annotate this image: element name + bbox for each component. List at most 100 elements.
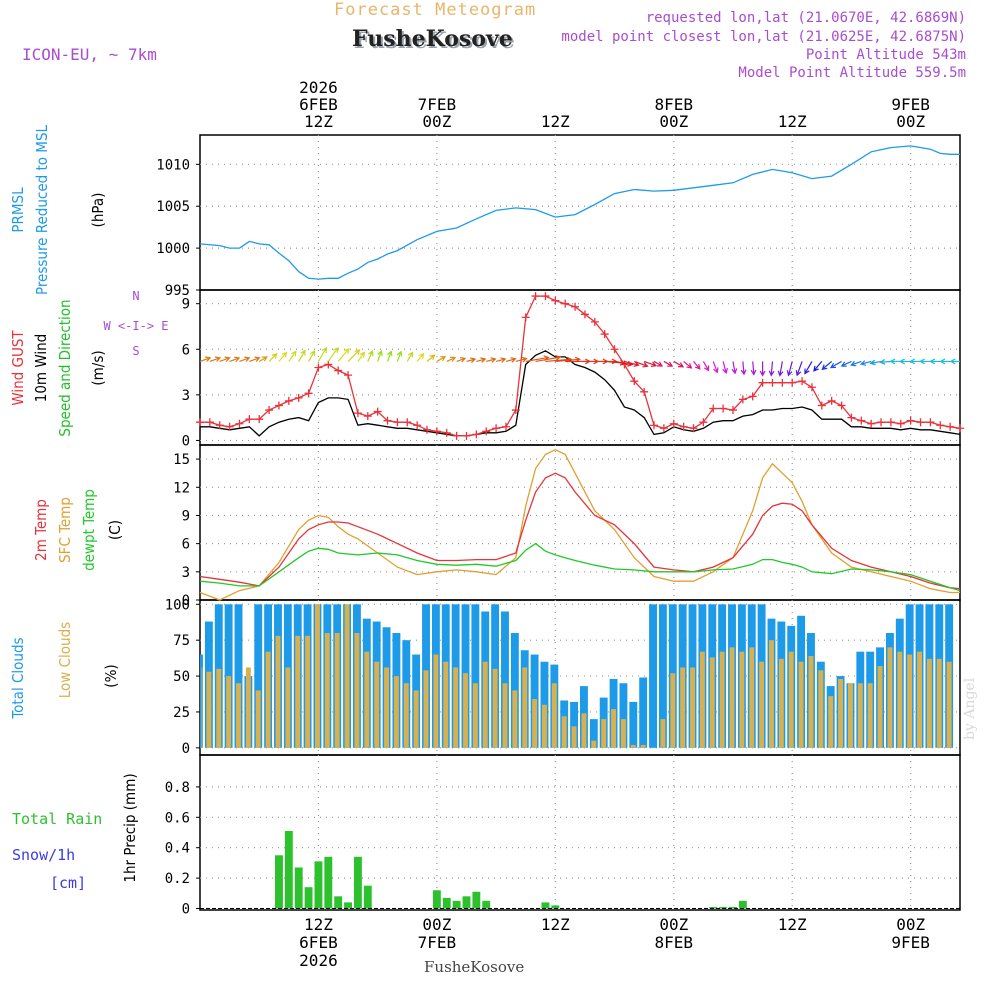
precip-ytick-label: 0.6 — [165, 810, 190, 826]
wind-gust-marker — [768, 378, 777, 387]
low-cloud-bar — [551, 683, 557, 748]
low-cloud-bar — [226, 676, 232, 748]
low-cloud-bar — [769, 640, 774, 748]
low-cloud-bar — [384, 667, 389, 748]
location-title: FusheKosove — [352, 26, 513, 52]
wind-gust-marker — [778, 378, 787, 387]
low-cloud-bar — [620, 719, 626, 748]
wind-gust-marker — [334, 366, 343, 375]
precip-frame — [199, 754, 961, 911]
wind-gust-marker — [571, 302, 580, 311]
temperature-ytick-label: 9 — [182, 508, 190, 524]
low-cloud-bar — [857, 683, 863, 748]
low-cloud-bar — [334, 633, 340, 748]
bottom-time-label: 12Z — [778, 915, 807, 934]
compass-n: N — [132, 289, 139, 303]
pressure-label-1: PRMSL — [9, 187, 27, 233]
wind-gust-label: Wind GUST — [9, 330, 27, 406]
temperature-ytick-label: 6 — [182, 537, 190, 553]
wind-direction-arrow — [702, 361, 710, 372]
low-cloud-bar — [838, 678, 844, 748]
wind-gust-marker — [482, 427, 491, 436]
low-cloud-bar — [591, 740, 597, 748]
low-cloud-bar — [946, 661, 952, 748]
wind-gust-marker — [827, 396, 836, 405]
low-cloud-bar — [512, 690, 518, 748]
total-cloud-bar — [589, 719, 598, 748]
wind-gust-marker — [926, 418, 935, 427]
low-cloud-bar — [364, 651, 370, 748]
wind-gust-marker — [837, 401, 846, 410]
wind-direction-arrow — [663, 360, 674, 367]
wind-direction-arrow — [740, 361, 747, 376]
bottom-time-label: 8FEB — [655, 933, 694, 952]
wind-direction-arrow — [317, 346, 327, 362]
wind-gust-marker — [630, 377, 639, 386]
wind-gust-marker — [886, 418, 895, 427]
rain-bar — [353, 856, 362, 909]
pressure-ytick-label: 995 — [165, 283, 190, 299]
wind-direction-arrow — [722, 361, 728, 375]
temp-2m-line — [199, 472, 961, 590]
wind-direction-arrow — [219, 356, 231, 363]
low-cloud-bar — [245, 667, 251, 748]
temp-dewpt-label: dewpt Temp — [80, 489, 98, 571]
wind-gust-marker — [413, 421, 422, 430]
low-cloud-bar — [808, 655, 814, 748]
low-cloud-bar — [640, 744, 646, 748]
low-cloud-bar — [216, 668, 222, 748]
low-cloud-bar — [463, 673, 468, 748]
bottom-time-label: 00Z — [659, 915, 688, 934]
clouds-unit: (%) — [102, 664, 120, 687]
temperature-ytick-label: 12 — [173, 480, 190, 496]
wind-direction-arrow — [898, 358, 911, 365]
total-cloud-bar — [619, 683, 628, 748]
rain-bar — [738, 900, 747, 909]
wind-direction-arrow — [505, 357, 517, 363]
wind-gust-marker — [225, 422, 234, 431]
wind-gust-marker — [936, 421, 945, 430]
low-cloud-bar — [502, 683, 508, 748]
wind-gust-marker — [896, 419, 905, 428]
wind-gust-marker — [669, 419, 678, 428]
top-time-label: 00Z — [659, 112, 688, 131]
clouds-ytick-label: 0 — [182, 741, 190, 757]
pressure-ytick-label: 1010 — [156, 157, 190, 173]
wind-direction-arrow — [693, 361, 701, 370]
wind-direction-arrow — [515, 356, 528, 363]
wind-direction-arrow — [673, 360, 685, 368]
low-cloud-bar — [601, 719, 607, 748]
wind-gust-marker — [403, 418, 412, 427]
model-label: ICON-EU, ~ 7km — [22, 45, 157, 64]
low-cloud-bar — [206, 671, 212, 748]
wind-direction-arrow — [327, 346, 339, 362]
wind-gust-marker — [788, 378, 797, 387]
wind-direction-arrow — [249, 356, 261, 362]
rain-bar — [324, 856, 333, 909]
wind-direction-arrow — [949, 358, 960, 365]
wind-gust-marker — [442, 428, 451, 437]
low-cloud-bar — [749, 647, 755, 748]
rain-bar — [482, 900, 491, 909]
total-rain-label: Total Rain — [12, 810, 102, 828]
wind-gust-marker — [847, 413, 856, 422]
wind-direction-arrow — [786, 361, 793, 377]
wind-direction-arrow — [829, 360, 842, 369]
wind-gust-marker — [255, 415, 264, 424]
wind-gust-marker — [363, 412, 372, 421]
temperature-ytick-label: 0 — [182, 593, 190, 609]
rain-bar — [334, 896, 343, 909]
wind-gust-marker — [492, 424, 501, 433]
temperature-ytick-label: 3 — [182, 565, 190, 581]
top-time-label: 8FEB — [655, 95, 694, 114]
rain-bar — [275, 855, 283, 909]
low-cloud-bar — [828, 696, 834, 748]
total-cloud-bar — [649, 604, 657, 748]
top-time-label: 00Z — [422, 112, 451, 131]
wind-gust-marker — [867, 419, 876, 428]
low-cloud-bar — [680, 667, 686, 748]
wind-direction-arrow — [495, 357, 507, 363]
wind-gust-marker — [807, 383, 816, 392]
wind-direction-arrow — [731, 361, 738, 375]
wind-gust-marker — [561, 299, 570, 308]
